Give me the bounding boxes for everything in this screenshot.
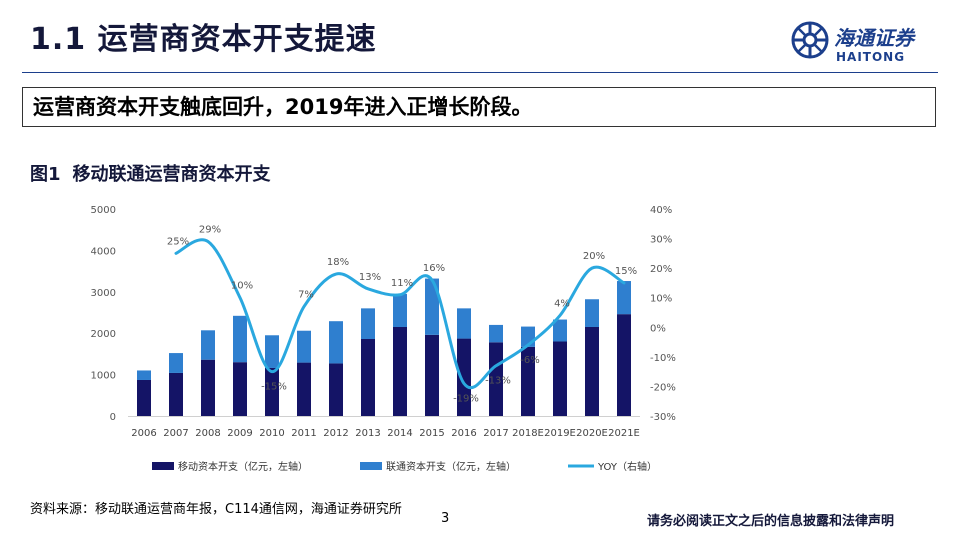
legend-label: YOY（右轴）	[597, 460, 657, 473]
bar-mobile-2021E	[617, 314, 631, 416]
bar-unicom-2006	[137, 370, 151, 380]
yoy-line	[174, 238, 626, 390]
bar-mobile-2020E	[585, 326, 599, 416]
y-right-tick-label: -30%	[650, 412, 676, 423]
bar-unicom-2016	[457, 308, 471, 339]
bar-mobile-2015	[425, 334, 439, 416]
yoy-data-label: -15%	[261, 382, 287, 393]
yoy-data-label: -6%	[520, 355, 539, 366]
x-tick-label: 2021E	[608, 428, 640, 439]
bar-mobile-2014	[393, 326, 407, 416]
legend-swatch	[360, 462, 382, 470]
y-left-tick-label: 0	[110, 412, 116, 423]
y-left-tick-label: 3000	[91, 288, 116, 299]
bar-unicom-2017	[489, 324, 503, 343]
legend-label: 移动资本开支（亿元，左轴）	[178, 460, 308, 473]
logo-english-name: HAITONG	[836, 50, 906, 64]
x-tick-label: 2019E	[544, 428, 576, 439]
yoy-data-label: 13%	[359, 272, 381, 283]
x-tick-label: 2007	[163, 428, 188, 439]
yoy-data-label: 7%	[298, 290, 314, 301]
y-left-tick-label: 2000	[91, 329, 116, 340]
x-tick-label: 2010	[259, 428, 284, 439]
x-tick-label: 2016	[451, 428, 476, 439]
x-tick-label: 2012	[323, 428, 348, 439]
x-tick-label: 2020E	[576, 428, 608, 439]
yoy-data-label: 15%	[615, 266, 637, 277]
bar-mobile-2010	[265, 367, 279, 416]
figure-caption: 移动联通运营商资本开支	[72, 164, 271, 185]
legend-swatch	[152, 462, 174, 470]
bar-unicom-2008	[201, 330, 215, 360]
x-tick-label: 2008	[195, 428, 220, 439]
logo-chinese-name: 海通证券	[834, 26, 914, 50]
bar-mobile-2009	[233, 362, 247, 416]
figure-number: 图1	[30, 164, 61, 185]
bar-unicom-2015	[425, 278, 439, 335]
haitong-logo-icon	[791, 21, 829, 59]
y-right-tick-label: 40%	[650, 205, 672, 216]
bar-unicom-2020E	[585, 299, 599, 327]
x-tick-label: 2018E	[512, 428, 544, 439]
yoy-data-label: 11%	[391, 278, 413, 289]
yoy-data-label: -19%	[453, 393, 479, 404]
legend-label-suffix: （右轴）	[617, 460, 657, 473]
yoy-data-label: -13%	[485, 376, 511, 387]
x-tick-label: 2009	[227, 428, 252, 439]
bar-unicom-2011	[297, 330, 311, 363]
bar-unicom-2021E	[617, 281, 631, 315]
figure-title: 图1 移动联通运营商资本开支	[30, 160, 271, 186]
bar-mobile-2018E	[521, 346, 535, 416]
bar-mobile-2016	[457, 338, 471, 416]
yoy-data-label: 29%	[199, 225, 221, 236]
yoy-data-label: 10%	[231, 281, 253, 292]
y-right-tick-label: 20%	[650, 264, 672, 275]
bar-unicom-2013	[361, 308, 375, 339]
y-left-tick-label: 4000	[91, 246, 116, 257]
y-left-tick-label: 5000	[91, 205, 116, 216]
bar-mobile-2008	[201, 359, 215, 416]
x-tick-label: 2006	[131, 428, 156, 439]
header-divider	[22, 72, 938, 73]
y-right-tick-label: 30%	[650, 235, 672, 246]
x-tick-label: 2015	[419, 428, 444, 439]
bar-unicom-2009	[233, 315, 247, 363]
bar-unicom-2014	[393, 293, 407, 327]
bar-mobile-2017	[489, 342, 503, 416]
x-tick-label: 2017	[483, 428, 508, 439]
yoy-data-label: 18%	[327, 257, 349, 268]
y-right-tick-label: 0%	[650, 323, 666, 334]
bar-unicom-2012	[329, 321, 343, 364]
x-tick-label: 2011	[291, 428, 316, 439]
bar-mobile-2006	[137, 379, 151, 416]
summary-box: 运营商资本开支触底回升，2019年进入正增长阶段。	[22, 87, 936, 127]
slide-title: 1.1 运营商资本开支提速	[30, 22, 377, 57]
bar-mobile-2019E	[553, 341, 567, 416]
x-tick-label: 2013	[355, 428, 380, 439]
legal-disclaimer: 请务必阅读正文之后的信息披露和法律声明	[646, 514, 894, 529]
bar-mobile-2011	[297, 362, 311, 416]
yoy-data-label: 4%	[554, 298, 570, 309]
yoy-data-label: 20%	[583, 251, 605, 262]
bar-mobile-2013	[361, 338, 375, 416]
bar-unicom-2007	[169, 353, 183, 373]
y-left-tick-label: 1000	[91, 371, 116, 382]
page-number: 3	[441, 511, 450, 526]
bar-unicom-2010	[265, 335, 279, 368]
y-right-tick-label: -10%	[650, 353, 676, 364]
yoy-data-label: 16%	[423, 263, 445, 274]
legend-label: 联通资本开支（亿元，左轴）	[386, 460, 516, 473]
bar-mobile-2007	[169, 372, 183, 416]
x-tick-label: 2014	[387, 428, 412, 439]
source-note: 资料来源：移动联通运营商年报，C114通信网，海通证券研究所	[30, 502, 402, 517]
yoy-data-label: 25%	[167, 236, 189, 247]
y-right-tick-label: 10%	[650, 294, 672, 305]
bar-mobile-2012	[329, 363, 343, 416]
y-right-tick-label: -20%	[650, 382, 676, 393]
bar-unicom-2019E	[553, 319, 567, 342]
company-logo: 海通证券 HAITONG	[790, 20, 940, 68]
